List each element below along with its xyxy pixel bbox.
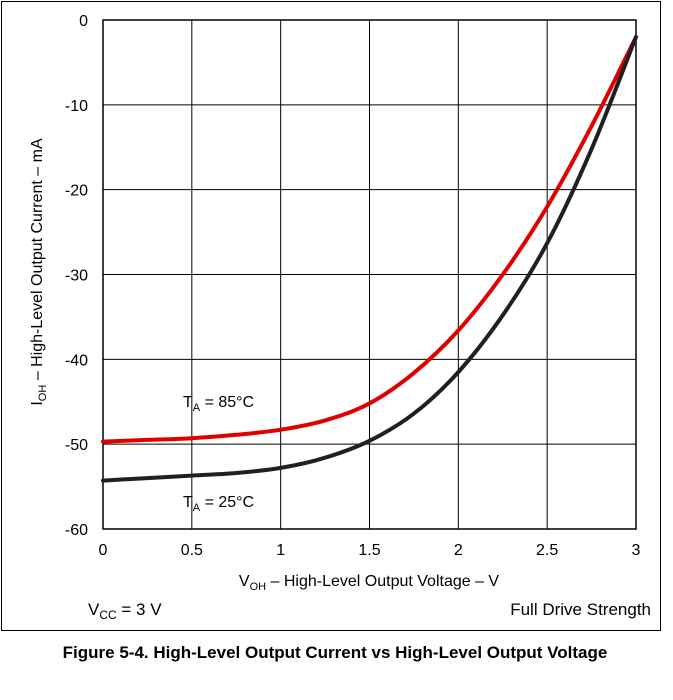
series-line-25c [101, 35, 638, 483]
x-tick-label: 3 [632, 542, 641, 559]
x-tick-label: 1 [276, 542, 285, 559]
plot-area [102, 19, 637, 530]
x-tick-label: 2 [454, 542, 463, 559]
y-tick-label: -20 [65, 183, 88, 200]
y-tick-label: 0 [79, 13, 88, 30]
x-tick-label: 2.5 [536, 542, 558, 559]
y-tick-labels: 0 -10 -20 -30 -40 -50 -60 [65, 13, 88, 539]
grid [102, 19, 637, 530]
chart-svg: 0 0.5 1 1.5 2 2.5 3 0 -10 -20 -30 -40 -50 -60 VOH – … [29, 13, 651, 622]
x-tick-label: 0 [99, 542, 108, 559]
figure-frame [1, 1, 661, 631]
y-tick-label: -60 [65, 522, 88, 539]
series-line-85c [101, 35, 638, 444]
annotation-25c: TA = 25°C [183, 494, 254, 514]
figure-caption: Figure 5-4. High-Level Output Current vs… [62, 643, 608, 662]
y-tick-label: -40 [65, 352, 88, 369]
y-axis-label: IOH – High-Level Output Current – mA [29, 138, 49, 406]
drive-strength-note: Full Drive Strength [510, 600, 651, 619]
x-tick-labels: 0 0.5 1 1.5 2 2.5 3 [99, 542, 641, 559]
x-axis-label: VOH – High-Level Output Voltage – V [239, 573, 500, 593]
x-tick-label: 1.5 [358, 542, 380, 559]
y-tick-label: -30 [65, 268, 88, 285]
annotation-85c: TA = 85°C [183, 394, 254, 414]
series-lines [101, 35, 638, 483]
vcc-condition: VCC = 3 V [88, 600, 162, 622]
x-tick-label: 0.5 [181, 542, 203, 559]
y-tick-label: -10 [65, 98, 88, 115]
y-tick-label: -50 [65, 437, 88, 454]
